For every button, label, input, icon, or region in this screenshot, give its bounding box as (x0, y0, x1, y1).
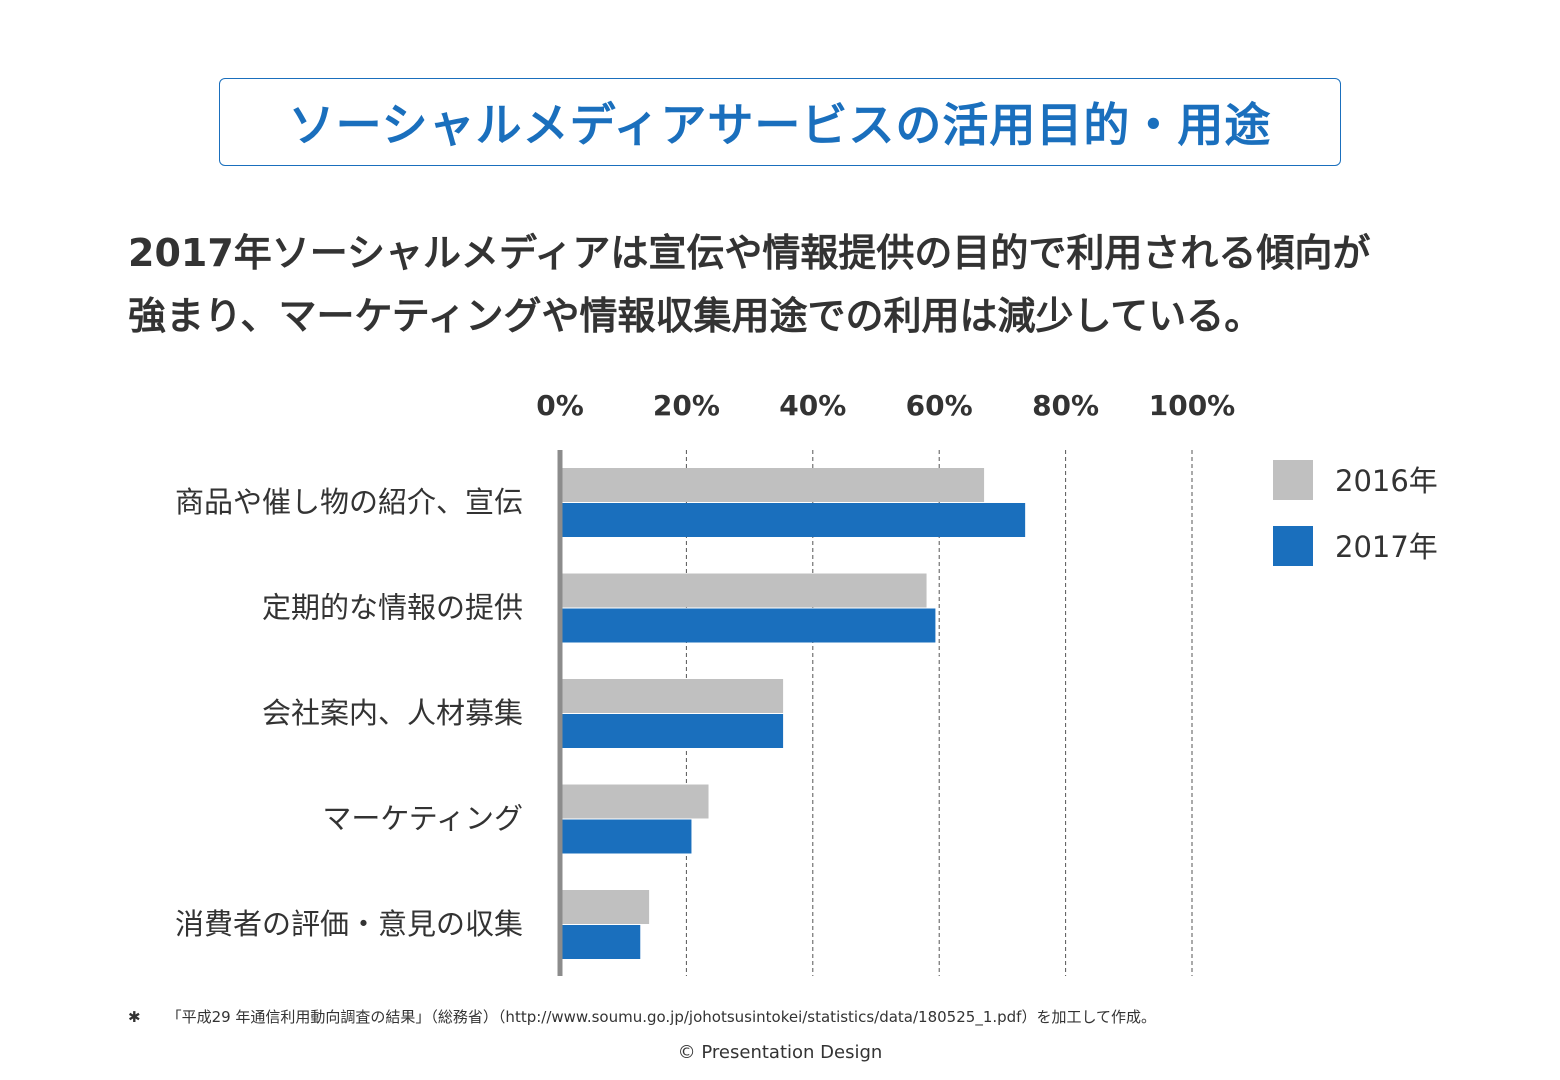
legend-swatch-2017 (1273, 526, 1313, 566)
x-tick-label: 40% (779, 389, 846, 422)
legend-label: 2016年 (1335, 464, 1438, 498)
category-label: 定期的な情報の提供 (262, 591, 523, 625)
title-box: ソーシャルメディアサービスの活用目的・用途 (219, 78, 1341, 166)
footnote-mark: ✱ (128, 1008, 141, 1026)
bar-2016-1 (560, 573, 927, 608)
category-label: マーケティング (322, 802, 523, 836)
bar-2016-3 (560, 784, 709, 819)
x-tick-label: 20% (653, 389, 720, 422)
subtitle-line-2: 強まり、マーケティングや情報収集用途での利用は減少している。 (128, 294, 1263, 338)
bar-2017-3 (560, 819, 692, 854)
x-tick-label: 60% (906, 389, 973, 422)
x-tick-label: 80% (1032, 389, 1099, 422)
bar-2017-2 (560, 714, 784, 748)
copyright: © Presentation Design (677, 1042, 883, 1063)
bar-2016-4 (560, 890, 650, 924)
footnote: ✱ 「平成29 年通信利用動向調査の結果」（総務省）（http://www.sou… (128, 1006, 1156, 1027)
bar-2017-0 (560, 503, 1026, 537)
page-title: ソーシャルメディアサービスの活用目的・用途 (288, 98, 1272, 152)
category-label: 会社案内、人材募集 (262, 696, 523, 730)
footnote-text: 「平成29 年通信利用動向調査の結果」（総務省）（http://www.soum… (166, 1008, 1156, 1026)
category-label: 商品や催し物の紹介、宣伝 (175, 485, 523, 519)
subtitle: 2017年ソーシャルメディアは宣伝や情報提供の目的で利用される傾向が 強まり、マ… (128, 222, 1448, 348)
legend-label: 2017年 (1335, 530, 1438, 564)
bar-2016-2 (560, 679, 784, 713)
x-tick-label: 100% (1149, 389, 1236, 422)
bar-2017-1 (560, 608, 936, 643)
subtitle-line-1: 2017年ソーシャルメディアは宣伝や情報提供の目的で利用される傾向が (128, 231, 1371, 275)
bar-2017-4 (560, 925, 641, 959)
category-label: 消費者の評価・意見の収集 (175, 907, 523, 941)
legend-swatch-2016 (1273, 460, 1313, 500)
x-tick-label: 0% (536, 389, 584, 422)
bar-2016-0 (560, 468, 985, 502)
